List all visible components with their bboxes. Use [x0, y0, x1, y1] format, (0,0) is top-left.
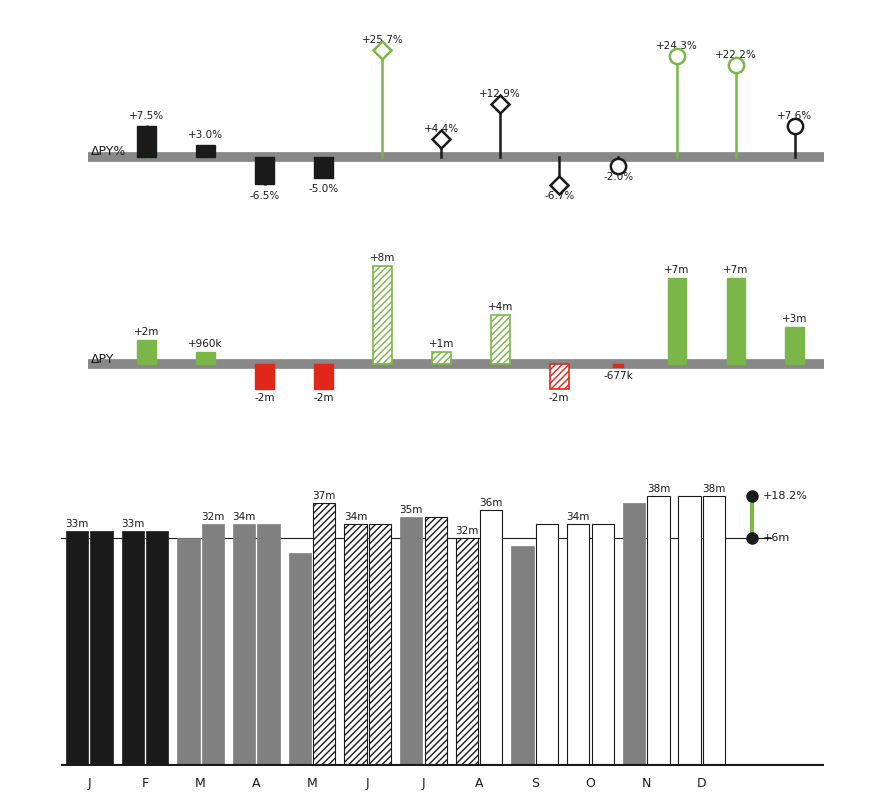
Bar	[289, 553, 310, 766]
Text: +7.6%: +7.6%	[777, 111, 812, 120]
Bar	[314, 364, 333, 389]
Bar	[196, 353, 215, 364]
Text: A: A	[474, 776, 483, 790]
Text: 34m: 34m	[344, 512, 367, 522]
Bar	[667, 279, 687, 364]
Text: A: A	[252, 776, 260, 790]
Bar	[786, 327, 804, 364]
Bar	[255, 364, 274, 389]
Bar	[400, 517, 423, 766]
Bar	[431, 352, 451, 364]
Text: N: N	[641, 776, 651, 790]
Text: +7.5%: +7.5%	[129, 111, 164, 121]
Bar	[613, 364, 623, 367]
Bar	[314, 157, 333, 178]
Text: ΔPY%: ΔPY%	[90, 144, 126, 157]
Text: +22.2%: +22.2%	[715, 49, 757, 60]
Text: +12.9%: +12.9%	[480, 89, 521, 98]
Text: +24.3%: +24.3%	[656, 41, 698, 51]
Text: 32m: 32m	[455, 527, 479, 536]
Text: 32m: 32m	[201, 512, 225, 522]
Bar	[137, 340, 156, 364]
Text: +2m: +2m	[134, 326, 160, 337]
Text: -6.5%: -6.5%	[249, 191, 280, 200]
Bar	[122, 531, 144, 766]
Bar	[511, 546, 534, 766]
Text: -6.7%: -6.7%	[544, 192, 574, 201]
Bar	[726, 279, 745, 364]
Text: 37m: 37m	[312, 491, 336, 501]
Text: 33m: 33m	[65, 519, 89, 529]
Text: ΔPY: ΔPY	[90, 353, 114, 365]
Bar	[146, 531, 168, 766]
Text: 35m: 35m	[399, 505, 423, 515]
Text: M: M	[196, 776, 206, 790]
Text: 36m: 36m	[480, 498, 503, 508]
Bar	[481, 510, 503, 766]
Text: +3m: +3m	[782, 314, 808, 324]
Text: -2.0%: -2.0%	[603, 172, 633, 182]
Text: F: F	[141, 776, 148, 790]
Bar	[369, 524, 391, 766]
Text: J: J	[88, 776, 91, 790]
Text: -2m: -2m	[254, 393, 275, 403]
Bar	[196, 144, 215, 157]
Bar	[679, 496, 701, 766]
Text: 33m: 33m	[121, 519, 145, 529]
Bar	[255, 157, 274, 184]
Text: +18.2%: +18.2%	[763, 491, 808, 501]
Text: -2m: -2m	[549, 393, 569, 403]
Bar	[90, 531, 112, 766]
Text: +7m: +7m	[724, 265, 749, 275]
Bar	[647, 496, 669, 766]
Bar	[137, 126, 156, 157]
Text: -677k: -677k	[603, 371, 633, 381]
Bar	[592, 524, 614, 766]
Text: 34m: 34m	[567, 512, 590, 522]
Bar	[313, 503, 335, 766]
Bar	[491, 315, 510, 364]
Text: S: S	[531, 776, 538, 790]
Text: J: J	[366, 776, 369, 790]
Bar	[703, 496, 725, 766]
Text: J: J	[422, 776, 425, 790]
Text: +4.4%: +4.4%	[424, 124, 459, 134]
Text: +4m: +4m	[488, 302, 513, 312]
Bar	[66, 531, 88, 766]
Bar	[536, 524, 558, 766]
Bar	[373, 266, 392, 364]
Bar	[202, 524, 224, 766]
Text: -2m: -2m	[313, 393, 333, 403]
Bar	[177, 539, 199, 766]
Bar	[258, 524, 280, 766]
Bar	[567, 524, 589, 766]
Text: +6m: +6m	[763, 534, 790, 543]
Text: +25.7%: +25.7%	[361, 35, 403, 45]
Text: +8m: +8m	[370, 253, 395, 263]
Bar	[623, 503, 645, 766]
Text: 38m: 38m	[702, 484, 726, 494]
Bar	[550, 364, 568, 389]
Text: +1m: +1m	[429, 339, 454, 349]
Bar	[233, 524, 255, 766]
Text: 38m: 38m	[646, 484, 670, 494]
Text: +960k: +960k	[189, 339, 223, 350]
Text: -5.0%: -5.0%	[309, 184, 339, 195]
Text: +3.0%: +3.0%	[188, 130, 223, 140]
Text: O: O	[586, 776, 595, 790]
Bar	[345, 524, 367, 766]
Text: M: M	[307, 776, 317, 790]
Text: D: D	[697, 776, 707, 790]
Bar	[456, 539, 478, 766]
Text: +7m: +7m	[665, 265, 689, 275]
Text: 34m: 34m	[232, 512, 256, 522]
Bar	[424, 517, 446, 766]
